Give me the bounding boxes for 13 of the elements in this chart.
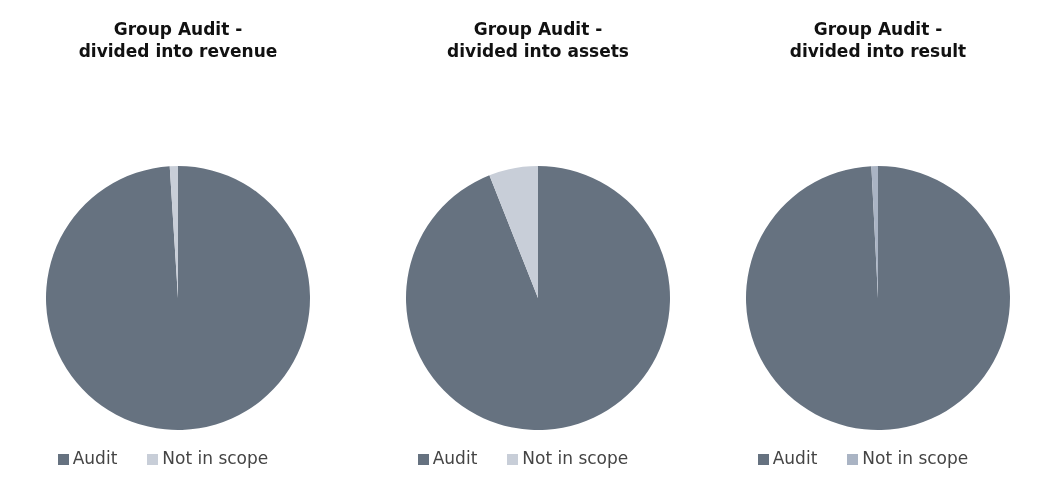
chart-title: Group Audit - divided into assets xyxy=(446,18,630,62)
legend-label: Audit xyxy=(432,448,478,468)
chart-title: Group Audit - divided into revenue xyxy=(77,18,279,62)
pie-slice xyxy=(746,166,1010,430)
pie-slice xyxy=(489,166,538,298)
pie-slice xyxy=(406,166,670,430)
legend-label: Not in scope xyxy=(162,448,269,468)
legend-label: Audit xyxy=(72,448,118,468)
legend-label: Audit xyxy=(772,448,818,468)
pie-slice xyxy=(46,166,310,430)
legend-label: Not in scope xyxy=(522,448,629,468)
chart-title: Group Audit - divided into result xyxy=(788,18,968,62)
legend-label: Not in scope xyxy=(862,448,969,468)
